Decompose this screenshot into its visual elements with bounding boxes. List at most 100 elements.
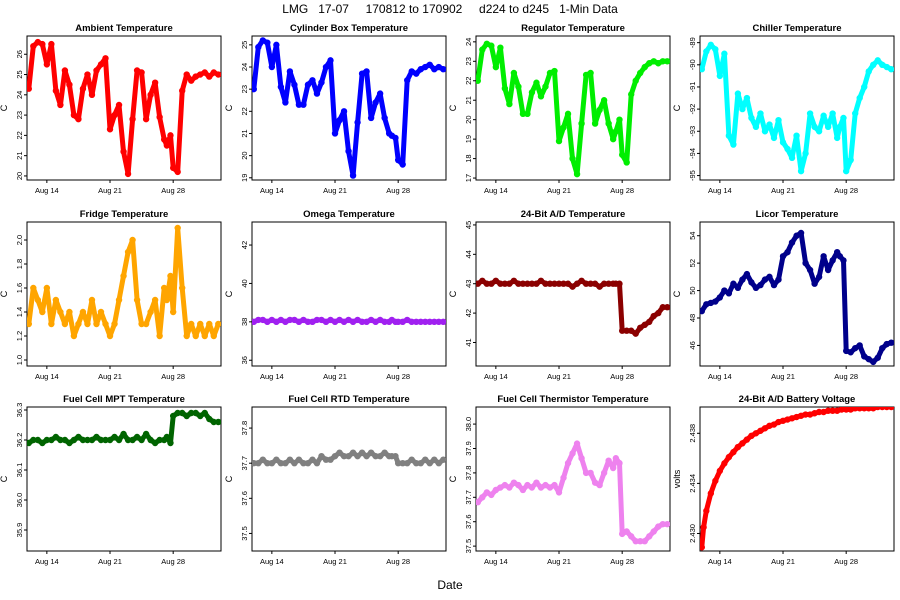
y-axis-label: C: [0, 290, 9, 297]
data-point: [641, 63, 648, 71]
data-point: [582, 469, 590, 477]
y-tick-label: 42: [464, 309, 473, 317]
y-axis-label: C: [448, 475, 458, 482]
data-point: [609, 464, 617, 472]
data-point: [188, 409, 195, 417]
data-point: [806, 110, 814, 117]
data-point: [147, 308, 154, 316]
x-tick-label: Aug 21: [323, 372, 347, 381]
data-point: [66, 81, 73, 88]
data-point: [188, 77, 195, 84]
data-point: [93, 320, 100, 328]
data-point: [743, 94, 751, 102]
data-point: [730, 141, 737, 148]
data-point: [206, 415, 213, 423]
data-point: [793, 132, 800, 139]
data-point: [79, 85, 87, 92]
data-point: [102, 55, 109, 62]
data-point: [824, 407, 832, 414]
data-point: [178, 284, 186, 292]
data-point: [61, 436, 69, 444]
data-point: [174, 224, 181, 232]
y-tick-label: 1.6: [15, 283, 24, 293]
plot-frame: [26, 221, 222, 367]
data-point: [102, 436, 109, 444]
y-tick-label: 2.430: [688, 524, 697, 543]
data-point: [408, 318, 415, 326]
data-point: [142, 115, 150, 123]
data-point: [596, 481, 603, 489]
x-tick-label: Aug 21: [323, 186, 347, 195]
data-point: [748, 279, 755, 286]
panel-fuel-cell-thermistor: Fuel Cell Thermistor Temperature C 37.5 37.…: [448, 394, 671, 566]
panel-title: Fridge Temperature: [80, 209, 169, 220]
data-point: [336, 449, 343, 456]
data-point: [578, 120, 585, 127]
y-tick-label: 38: [240, 318, 249, 326]
panel-title: Cylinder Box Temperature: [290, 23, 408, 34]
data-point: [852, 344, 859, 352]
panel-title: Fuel Cell MPT Temperature: [63, 394, 185, 405]
data-point: [417, 459, 424, 467]
data-point: [888, 66, 894, 73]
data-point: [506, 484, 513, 491]
data-point: [120, 430, 127, 438]
x-tick-label: Aug 21: [771, 186, 795, 195]
data-point: [730, 280, 737, 287]
data-point: [34, 296, 42, 304]
data-point: [345, 452, 352, 460]
data-point: [75, 320, 82, 328]
data-point: [381, 449, 388, 456]
data-point: [721, 460, 728, 467]
data-point: [422, 318, 429, 326]
panel-title: Fuel Cell Thermistor Temperature: [497, 394, 648, 405]
data-point: [313, 316, 321, 324]
panel-licor: Licor Temperature C 46 48 50 52 54 Aug 14 Aug 21…: [672, 209, 895, 381]
x-tick-label: Aug 14: [260, 186, 284, 195]
plot-frame: [251, 221, 447, 367]
x-tick-label: Aug 14: [260, 557, 284, 566]
data-point: [752, 284, 760, 292]
x-tick-label: Aug 14: [484, 186, 508, 195]
data-point: [367, 449, 375, 456]
data-point: [331, 130, 339, 137]
data-point: [874, 57, 881, 64]
data-point: [811, 280, 818, 287]
data-point: [870, 358, 877, 366]
data-point: [385, 452, 393, 460]
data-point: [197, 320, 204, 328]
data-point: [573, 170, 581, 178]
data-point: [291, 459, 298, 467]
data-point: [97, 436, 105, 444]
data-point: [404, 77, 411, 84]
y-tick-label: 37.5: [240, 526, 249, 541]
y-tick-label: 1.0: [15, 355, 24, 365]
data-point: [363, 452, 370, 460]
data-point: [802, 411, 809, 418]
data-point: [27, 85, 33, 92]
data-point: [870, 61, 877, 69]
plot-frame: [26, 35, 222, 181]
y-tick-label: 20: [15, 172, 24, 180]
y-tick-label: 37.9: [464, 441, 473, 456]
data-point: [124, 170, 132, 178]
data-point: [79, 436, 87, 444]
data-point: [646, 318, 653, 326]
data-point: [277, 83, 285, 91]
data-point: [784, 248, 791, 256]
data-point: [167, 272, 174, 280]
data-point: [183, 412, 190, 420]
data-point: [829, 110, 836, 117]
data-point: [618, 151, 626, 158]
data-point: [788, 154, 796, 162]
data-point: [616, 280, 623, 287]
data-point: [501, 85, 509, 92]
y-tick-label: 50: [688, 286, 697, 294]
y-tick-label: 25: [15, 70, 24, 78]
data-point: [300, 101, 307, 108]
y-tick-label: 36.0: [15, 493, 24, 508]
panel-regulator: Regulator Temperature C 17 18 19 20 21 22 23 24 Au…: [448, 23, 671, 195]
data-point: [295, 456, 303, 463]
data-point: [422, 456, 429, 463]
data-point: [623, 327, 630, 334]
